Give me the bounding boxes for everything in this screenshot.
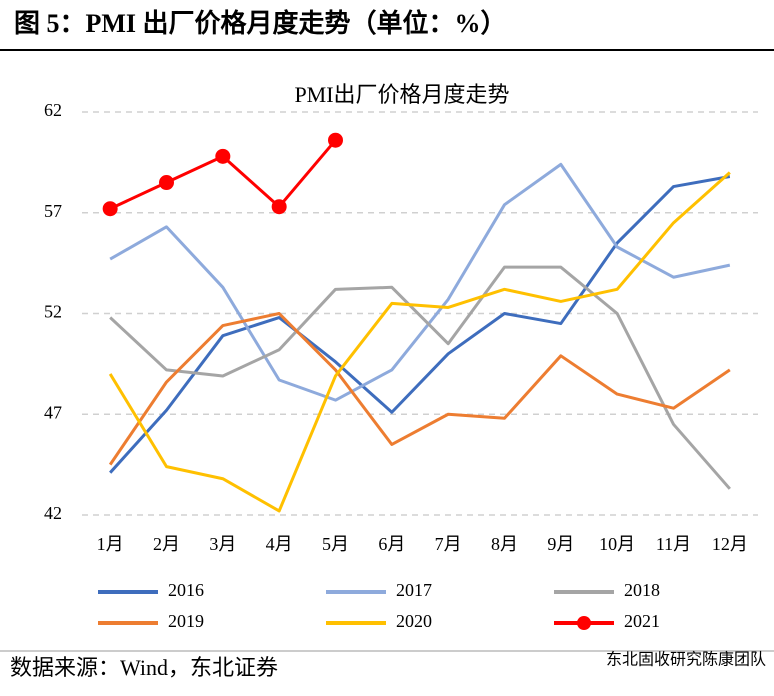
series-marker (102, 201, 118, 217)
legend-label: 2020 (396, 611, 432, 631)
x-tick-label: 10月 (599, 534, 635, 554)
series-marker (159, 175, 174, 191)
x-tick-label: 1月 (97, 534, 124, 554)
series-line (109, 175, 731, 474)
y-tick-label: 57 (44, 201, 62, 221)
series-marker (271, 199, 287, 215)
series-line (109, 162, 731, 402)
x-tick-label: 6月 (378, 534, 405, 554)
legend-label: 2019 (168, 611, 204, 631)
legend-label: 2021 (624, 611, 660, 631)
x-tick-label: 7月 (435, 534, 462, 554)
legend-marker (577, 616, 591, 630)
legend-label: 2016 (168, 580, 204, 600)
x-tick-label: 12月 (712, 534, 748, 554)
series-marker (215, 148, 231, 164)
x-tick-label: 5月 (322, 534, 349, 554)
chart-title: PMI出厂价格月度走势 (294, 82, 509, 107)
y-tick-label: 52 (44, 302, 62, 322)
header-title: 图 5：PMI 出厂价格月度走势（单位：%） (14, 8, 507, 38)
y-tick-label: 47 (44, 402, 62, 422)
series-line (108, 312, 731, 466)
series-marker (328, 132, 343, 148)
y-tick-label: 62 (44, 100, 62, 120)
y-tick-label: 42 (44, 503, 62, 523)
x-tick-label: 8月 (491, 534, 518, 554)
x-tick-label: 2月 (153, 534, 180, 554)
legend-label: 2017 (396, 580, 432, 600)
x-tick-label: 11月 (656, 534, 691, 554)
series-line (109, 265, 731, 490)
x-tick-label: 9月 (547, 534, 574, 554)
watermark: 东北固收研究陈康团队 (606, 650, 766, 669)
source: 数据来源：Wind，东北证券 (10, 655, 278, 680)
x-tick-label: 4月 (266, 534, 293, 554)
x-tick-label: 3月 (209, 534, 236, 554)
legend-label: 2018 (624, 580, 660, 600)
series-line (108, 171, 731, 513)
